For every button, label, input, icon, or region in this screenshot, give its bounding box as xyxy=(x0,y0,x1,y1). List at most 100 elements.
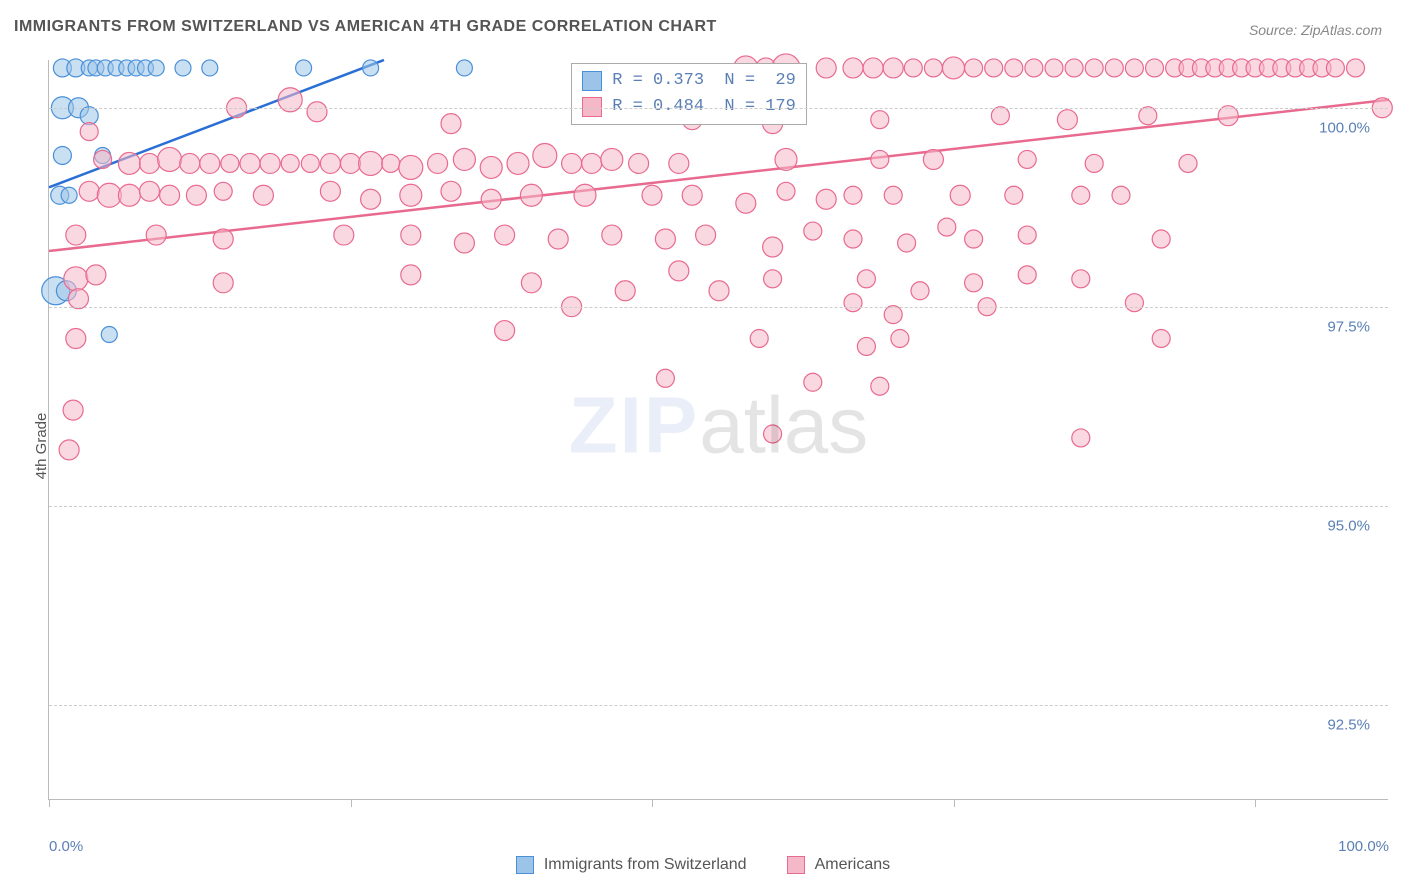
data-point-americans xyxy=(950,185,970,205)
data-point-americans xyxy=(1125,294,1143,312)
data-point-americans xyxy=(615,281,635,301)
data-point-americans xyxy=(320,153,340,173)
data-point-americans xyxy=(669,153,689,173)
y-tick-label: 95.0% xyxy=(1327,517,1370,534)
data-point-americans xyxy=(213,229,233,249)
data-point-americans xyxy=(1125,59,1143,77)
x-tick xyxy=(49,799,50,807)
data-point-americans xyxy=(629,153,649,173)
data-point-americans xyxy=(938,218,956,236)
gridline-h xyxy=(49,108,1388,109)
data-point-swiss xyxy=(148,60,164,76)
data-point-swiss xyxy=(61,187,77,203)
data-point-americans xyxy=(1326,59,1344,77)
data-point-americans xyxy=(884,306,902,324)
data-point-americans xyxy=(1025,59,1043,77)
data-point-americans xyxy=(441,181,461,201)
data-point-americans xyxy=(601,148,623,170)
data-point-americans xyxy=(562,153,582,173)
data-point-americans xyxy=(240,153,260,173)
data-point-americans xyxy=(775,148,797,170)
data-point-americans xyxy=(1072,429,1090,447)
data-point-americans xyxy=(140,181,160,201)
data-point-americans xyxy=(66,328,86,348)
data-point-americans xyxy=(118,152,140,174)
data-point-swiss xyxy=(101,327,117,343)
data-point-americans xyxy=(656,369,674,387)
data-point-americans xyxy=(1005,186,1023,204)
data-point-swiss xyxy=(202,60,218,76)
data-point-americans xyxy=(965,59,983,77)
data-point-americans xyxy=(320,181,340,201)
data-point-americans xyxy=(253,185,273,205)
data-point-americans xyxy=(180,153,200,173)
data-point-americans xyxy=(709,281,729,301)
data-point-americans xyxy=(481,189,501,209)
data-point-americans xyxy=(301,154,319,172)
data-point-americans xyxy=(140,153,160,173)
data-point-americans xyxy=(764,270,782,288)
data-point-americans xyxy=(763,237,783,257)
data-point-americans xyxy=(943,57,965,79)
data-point-americans xyxy=(59,440,79,460)
data-point-americans xyxy=(804,222,822,240)
data-point-swiss xyxy=(175,60,191,76)
gridline-h xyxy=(49,705,1388,706)
data-point-americans xyxy=(401,265,421,285)
data-point-americans xyxy=(602,225,622,245)
legend-row-swiss: R = 0.373 N = 29 xyxy=(582,68,796,94)
data-point-americans xyxy=(844,186,862,204)
data-point-americans xyxy=(63,400,83,420)
data-point-americans xyxy=(146,225,166,245)
data-point-americans xyxy=(441,114,461,134)
data-point-americans xyxy=(399,155,423,179)
legend-item-swiss: Immigrants from Switzerland xyxy=(516,856,747,874)
data-point-americans xyxy=(118,184,140,206)
data-point-americans xyxy=(642,185,662,205)
data-point-swiss xyxy=(296,60,312,76)
data-point-americans xyxy=(533,143,557,167)
data-point-americans xyxy=(991,107,1009,125)
data-point-americans xyxy=(80,123,98,141)
y-tick-label: 92.5% xyxy=(1327,716,1370,733)
data-point-americans xyxy=(1152,329,1170,347)
data-point-americans xyxy=(871,150,889,168)
y-tick-label: 97.5% xyxy=(1327,318,1370,335)
data-point-americans xyxy=(884,186,902,204)
data-point-americans xyxy=(200,153,220,173)
data-point-americans xyxy=(94,150,112,168)
scatter-plot-area: ZIPatlas R = 0.373 N = 29R = 0.484 N = 1… xyxy=(48,60,1388,800)
gridline-h xyxy=(49,307,1388,308)
x-tick xyxy=(351,799,352,807)
data-point-americans xyxy=(400,184,422,206)
x-tick xyxy=(652,799,653,807)
data-point-americans xyxy=(816,189,836,209)
data-point-americans xyxy=(1057,110,1077,130)
data-point-americans xyxy=(221,154,239,172)
data-point-americans xyxy=(764,425,782,443)
data-point-americans xyxy=(495,321,515,341)
data-point-americans xyxy=(965,230,983,248)
data-point-americans xyxy=(334,225,354,245)
chart-title: IMMIGRANTS FROM SWITZERLAND VS AMERICAN … xyxy=(14,18,717,36)
x-tick xyxy=(1255,799,1256,807)
data-point-americans xyxy=(64,267,88,291)
data-point-americans xyxy=(401,225,421,245)
data-point-americans xyxy=(1018,150,1036,168)
x-tick-label: 0.0% xyxy=(49,838,83,855)
x-tick xyxy=(954,799,955,807)
legend-text: R = 0.373 N = 29 xyxy=(612,68,796,94)
data-point-americans xyxy=(97,183,121,207)
legend-label: Americans xyxy=(815,856,891,874)
data-point-swiss xyxy=(80,107,98,125)
source-attribution: Source: ZipAtlas.com xyxy=(1249,22,1382,38)
data-point-americans xyxy=(655,229,675,249)
data-point-americans xyxy=(79,181,99,201)
data-point-americans xyxy=(86,265,106,285)
data-point-americans xyxy=(66,225,86,245)
series-legend: Immigrants from Switzerland Americans xyxy=(0,856,1406,874)
data-point-americans xyxy=(804,373,822,391)
data-point-americans xyxy=(857,270,875,288)
legend-item-americans: Americans xyxy=(787,856,891,874)
data-point-americans xyxy=(1112,186,1130,204)
